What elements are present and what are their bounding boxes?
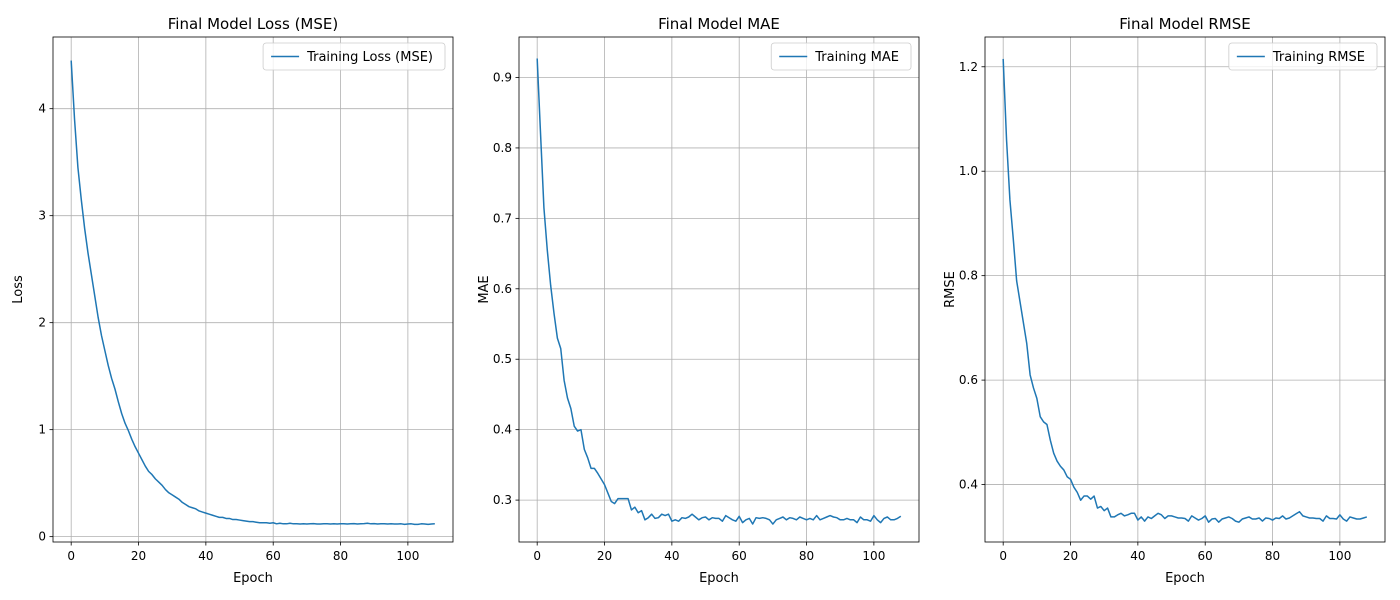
- legend-label: Training Loss (MSE): [306, 50, 433, 65]
- legend-box: [262, 42, 446, 71]
- chart-panel-3: 0 20 40 60 80 100 0.4 0.6 0.8 1.0 1.2 Final Model R…: [943, 15, 1386, 586]
- y-tick-label: 0.6: [959, 373, 978, 387]
- x-tick-label: 100: [862, 549, 885, 563]
- legend: Training Loss (MSE): [262, 42, 446, 71]
- chart-title: Final Model Loss (MSE): [168, 15, 338, 33]
- x-tick-label: 0: [67, 549, 75, 563]
- chart-title: Final Model MAE: [658, 15, 780, 33]
- x-tick-label: 100: [396, 549, 419, 563]
- y-tick-label: 3: [38, 209, 46, 223]
- y-tick-label: 1.0: [959, 164, 978, 178]
- y-axis-label: RMSE: [943, 271, 958, 308]
- y-tick-label: 0.9: [493, 70, 512, 84]
- series-line: [536, 58, 902, 525]
- x-tick-label: 20: [1063, 549, 1078, 563]
- axes-frame: [984, 36, 1386, 543]
- x-tick-label: 0: [533, 549, 541, 563]
- y-tick-label: 0.7: [493, 211, 512, 225]
- x-tick-label: 100: [1328, 549, 1351, 563]
- series-line: [70, 60, 435, 526]
- y-tick-label: 4: [38, 102, 46, 116]
- series-line: [1002, 58, 1368, 523]
- y-tick-label: 0.4: [493, 423, 512, 437]
- x-tick-label: 80: [799, 549, 814, 563]
- legend: Training MAE: [770, 42, 912, 71]
- legend: Training RMSE: [1228, 42, 1378, 71]
- y-tick-label: 0.8: [959, 269, 978, 283]
- x-tick-label: 40: [1130, 549, 1145, 563]
- legend-label: Training RMSE: [1272, 50, 1365, 65]
- y-tick-label: 2: [38, 316, 46, 330]
- y-axis-label: Loss: [11, 275, 26, 304]
- x-tick-label: 20: [597, 549, 612, 563]
- y-tick-label: 0.5: [493, 352, 512, 366]
- y-tick-label: 0.3: [493, 493, 512, 507]
- axes-frame: [518, 36, 920, 543]
- x-tick-label: 60: [266, 549, 281, 563]
- x-tick-label: 80: [333, 549, 348, 563]
- legend-box: [770, 42, 912, 71]
- y-tick-label: 0: [38, 530, 46, 544]
- y-tick-label: 0.4: [959, 478, 978, 492]
- x-tick-label: 40: [664, 549, 679, 563]
- legend-box: [1228, 42, 1378, 71]
- y-tick-label: 0.6: [493, 282, 512, 296]
- x-axis-label: Epoch: [1165, 571, 1205, 586]
- x-axis-label: Epoch: [699, 571, 739, 586]
- y-tick-label: 0.8: [493, 141, 512, 155]
- x-axis-label: Epoch: [233, 571, 273, 586]
- legend-label: Training MAE: [814, 50, 899, 65]
- chart-panel-1: 0 20 40 60 80 100 0 1 2 3 4 Final Model Loss (MSE) E…: [11, 15, 454, 586]
- x-tick-label: 80: [1265, 549, 1280, 563]
- x-tick-label: 0: [999, 549, 1007, 563]
- x-tick-label: 20: [131, 549, 146, 563]
- y-axis-label: MAE: [477, 275, 492, 303]
- x-tick-label: 60: [732, 549, 747, 563]
- axes-frame: [52, 36, 454, 543]
- y-tick-label: 1: [38, 423, 46, 437]
- x-tick-label: 40: [198, 549, 213, 563]
- chart-panel-2: 0 20 40 60 80 100 0.3 0.4 0.5 0.6 0.7 0.8 0.9 Final M…: [477, 15, 920, 586]
- y-tick-label: 1.2: [959, 60, 978, 74]
- x-tick-label: 60: [1198, 549, 1213, 563]
- chart-title: Final Model RMSE: [1119, 15, 1251, 33]
